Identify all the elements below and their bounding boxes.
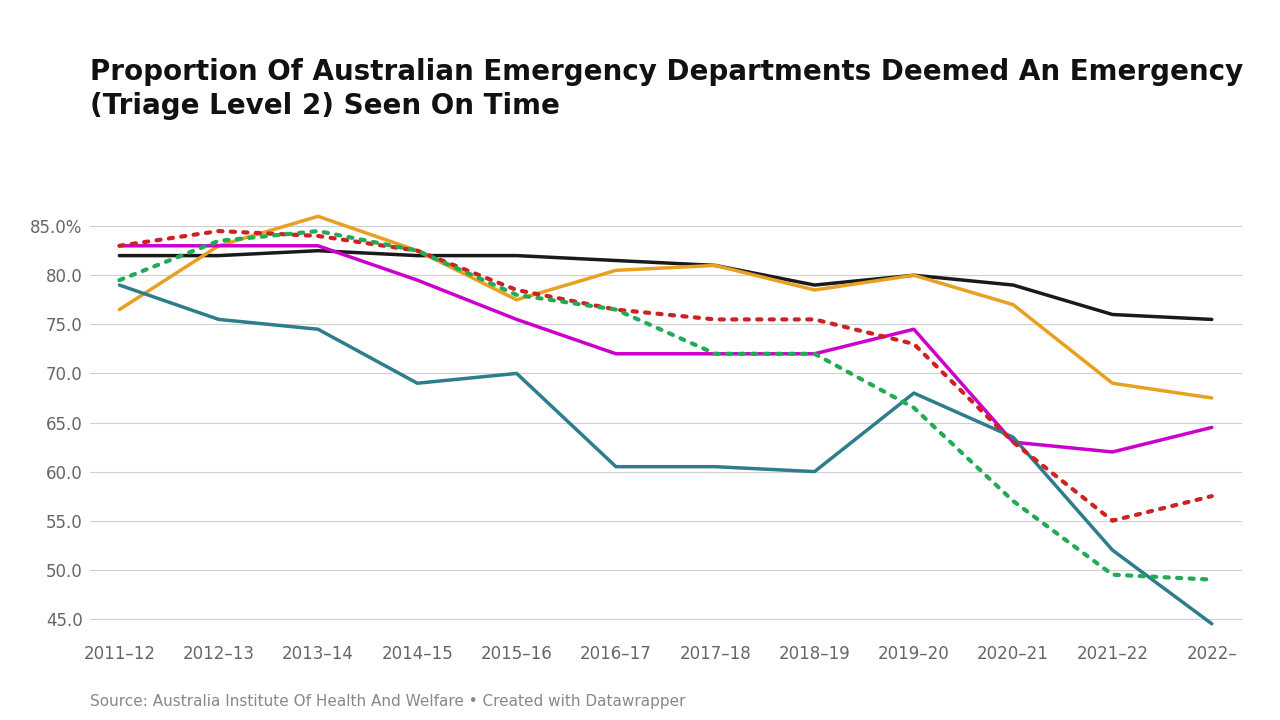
- Text: Proportion Of Australian Emergency Departments Deemed An Emergency
(Triage Level: Proportion Of Australian Emergency Depar…: [90, 58, 1243, 120]
- Text: Source: Australia Institute Of Health And Welfare • Created with Datawrapper: Source: Australia Institute Of Health An…: [90, 693, 685, 708]
